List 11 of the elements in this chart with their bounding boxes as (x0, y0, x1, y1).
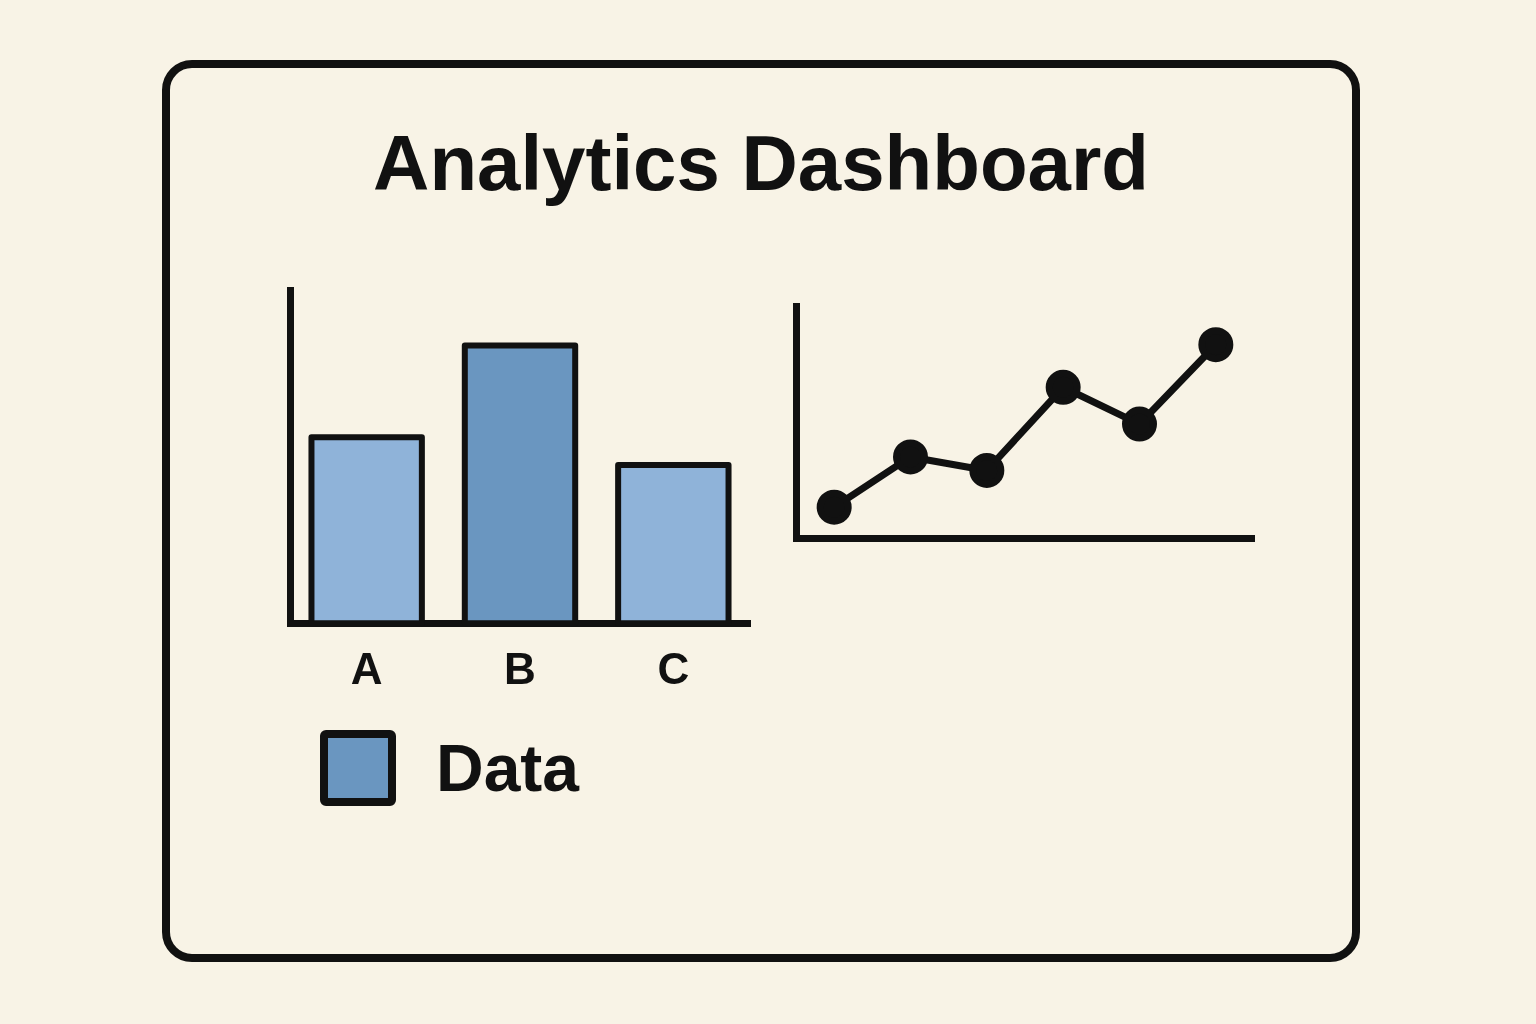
x-tick-label: B (504, 643, 536, 693)
chart-title: Analytics Dashboard (372, 118, 1150, 209)
point (969, 452, 1005, 488)
legend-label: Data (436, 730, 580, 806)
x-tick-label: A (350, 643, 383, 693)
x-tick-label: C (657, 643, 690, 693)
point (893, 439, 928, 475)
point (816, 489, 852, 525)
point (1122, 406, 1157, 442)
point (1045, 369, 1081, 405)
point (1198, 327, 1234, 363)
